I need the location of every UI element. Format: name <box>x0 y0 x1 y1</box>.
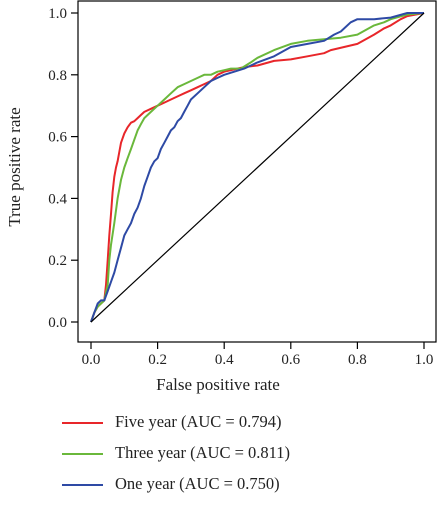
legend-line-three-year <box>62 453 103 455</box>
x-tick-label: 0.2 <box>148 352 167 368</box>
series-line-three-year <box>90 12 425 323</box>
x-tick-label: 0.4 <box>215 352 234 368</box>
series-line-five-year <box>90 12 425 323</box>
legend-item-five-year: Five year (AUC = 0.794) <box>62 412 422 443</box>
x-axis: 0.0 0.2 0.4 0.6 0.8 1.0 <box>82 342 434 368</box>
legend: Five year (AUC = 0.794) Three year (AUC … <box>62 412 422 505</box>
series-layer <box>90 12 425 323</box>
x-tick-label: 0.0 <box>82 352 101 368</box>
legend-item-three-year: Three year (AUC = 0.811) <box>62 443 422 474</box>
y-tick-label: 0.4 <box>48 191 67 207</box>
y-tick-label: 0.8 <box>48 68 67 84</box>
y-axis-label: True positive rate <box>5 107 24 226</box>
y-tick-label: 1.0 <box>48 6 67 22</box>
x-tick-label: 0.6 <box>281 352 300 368</box>
series-line-one-year <box>90 12 424 323</box>
reference-diagonal <box>90 12 425 323</box>
x-tick-label: 0.8 <box>348 352 367 368</box>
x-tick-label: 1.0 <box>415 352 434 368</box>
y-tick-label: 0.2 <box>48 253 67 269</box>
legend-label-one-year: One year (AUC = 0.750) <box>115 474 280 493</box>
plot-frame <box>77 0 437 343</box>
legend-line-five-year <box>62 422 103 424</box>
legend-item-one-year: One year (AUC = 0.750) <box>62 474 422 505</box>
x-axis-label: False positive rate <box>156 375 280 394</box>
y-axis: 0.0 0.2 0.4 0.6 0.8 1.0 <box>48 6 78 331</box>
legend-line-one-year <box>62 484 103 486</box>
y-tick-label: 0.6 <box>48 130 67 146</box>
legend-label-five-year: Five year (AUC = 0.794) <box>115 412 282 431</box>
y-tick-label: 0.0 <box>48 315 67 331</box>
roc-chart: 0.0 0.2 0.4 0.6 0.8 1.0 0.0 0.2 0.4 0.6 0.8 1.0 Fa… <box>5 0 437 394</box>
legend-label-three-year: Three year (AUC = 0.811) <box>115 443 291 462</box>
